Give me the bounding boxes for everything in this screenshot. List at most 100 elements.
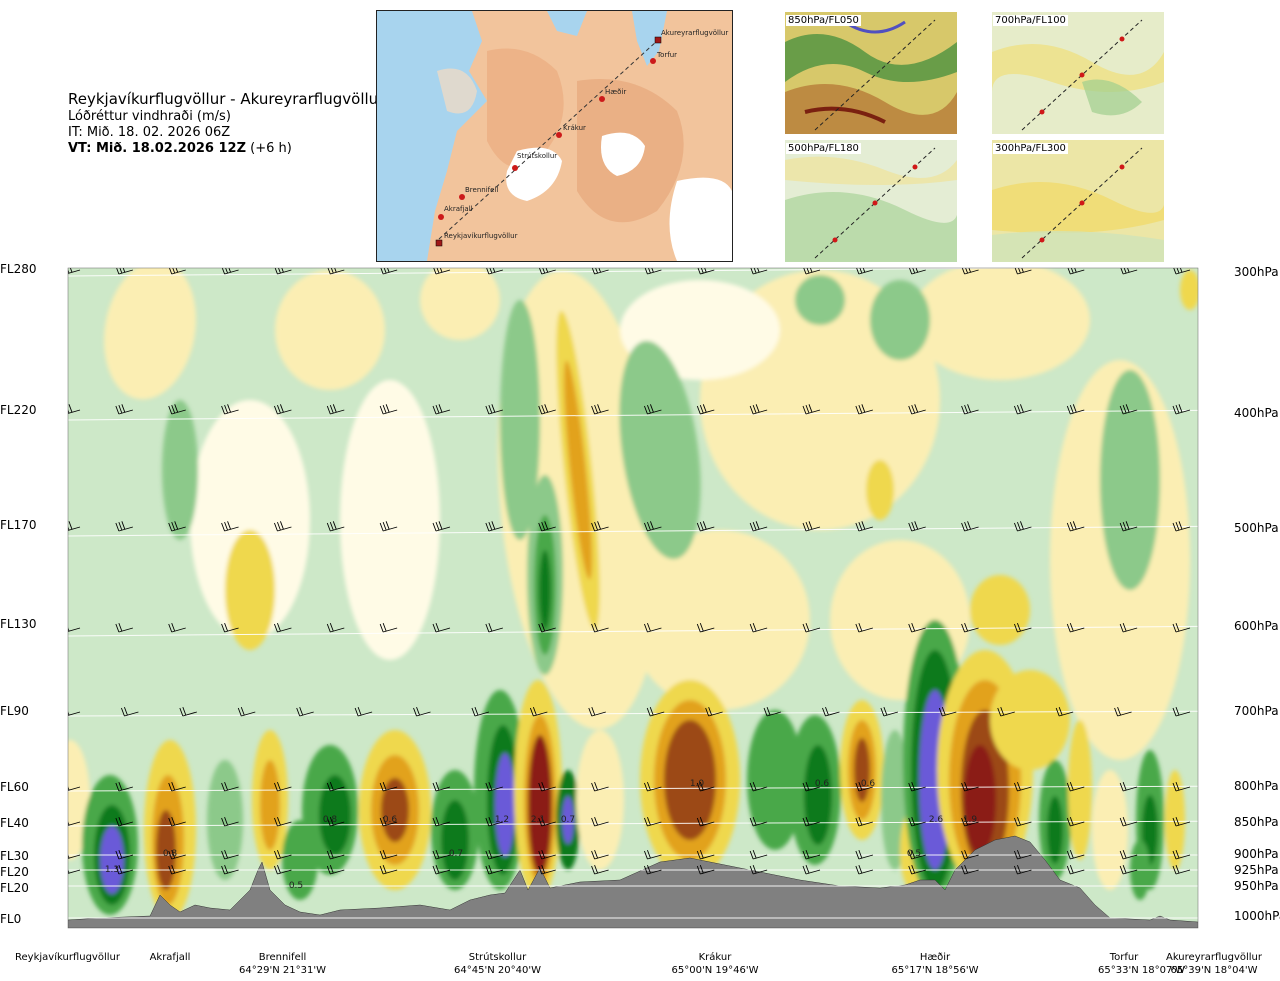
map-label: Akureyrarflugvöllur: [661, 29, 728, 37]
location-brennifell: Brennifell 64°29'N 21°31'W: [235, 951, 330, 977]
wind-barb: [1172, 864, 1191, 875]
route-title: Reykjavíkurflugvöllur - Akureyrarflugvöl…: [68, 90, 385, 108]
wind-barb: [221, 864, 239, 875]
wind-barb: [1119, 781, 1138, 792]
map-point-akureyri: [654, 36, 662, 44]
wind-barb: [432, 781, 451, 792]
vertical-velocity-region: [866, 460, 894, 520]
wind-barb: [1014, 781, 1032, 792]
vertical-velocity-region: [630, 530, 810, 710]
mini-map-850-svg: [785, 12, 957, 134]
wind-barb: [326, 849, 345, 860]
wind-barb: [1120, 268, 1138, 275]
wind-barb: [591, 849, 609, 860]
vertical-velocity-region: [564, 360, 592, 580]
velocity-annotation: 0.6: [815, 779, 830, 789]
map-label: Torfur: [656, 51, 677, 59]
wind-barb: [749, 849, 768, 860]
vertical-velocity-region: [949, 680, 1021, 880]
velocity-annotation: 0.7: [561, 815, 575, 825]
wind-barb: [802, 781, 821, 792]
wind-barb: [1066, 864, 1085, 875]
mini-map-300-svg: [992, 140, 1164, 262]
wind-barb: [221, 268, 239, 275]
mini-map-label: 700hPa/FL100: [993, 15, 1068, 26]
wind-barb: [1172, 404, 1191, 415]
vertical-velocity-region: [431, 770, 479, 890]
wind-barb: [696, 816, 715, 827]
valid-time: VT: Mið. 18.02.2026 12Z (+6 h): [68, 141, 384, 157]
isobar-line: [68, 785, 1198, 792]
wind-barb: [644, 864, 662, 875]
mini-map-label: 300hPa/FL300: [993, 143, 1068, 154]
map-label: Akrafjall: [444, 205, 473, 213]
wind-barb: [696, 864, 715, 875]
fl-label: FL130: [0, 617, 37, 631]
vertical-velocity-region: [795, 275, 845, 325]
location-name: Hæðir: [919, 952, 951, 963]
vertical-velocity-region: [528, 735, 552, 875]
map-point-akrafjall: [438, 214, 444, 220]
wind-barb: [749, 404, 768, 415]
vertical-velocity-region: [900, 810, 924, 890]
vertical-velocity-region: [789, 715, 841, 865]
velocity-annotation: 1.9: [963, 815, 978, 825]
vertical-velocity-region: [990, 670, 1070, 770]
terrain: [68, 835, 1198, 928]
vertical-velocity-region: [620, 280, 780, 380]
wind-barb: [749, 521, 768, 532]
plot-background: [68, 268, 1198, 928]
wind-barb: [1119, 404, 1138, 415]
vertical-velocity-region: [848, 720, 876, 820]
wind-barb: [115, 849, 133, 860]
velocity-annotation: 2.6: [929, 815, 944, 825]
vertical-velocity-region: [252, 730, 288, 870]
velocity-annotation: 0.7: [449, 849, 463, 859]
vertical-velocity-region: [495, 753, 515, 857]
fl-label: FL90: [0, 704, 29, 718]
wind-barb: [538, 521, 556, 532]
vertical-velocity-region: [441, 800, 469, 880]
map-label: Brennifell: [465, 186, 498, 194]
vertical-velocity-region: [664, 720, 716, 840]
location-coord: 64°45'N 20°40'W: [454, 965, 541, 976]
wind-barb: [326, 404, 345, 415]
wind-barb: [326, 521, 345, 532]
vertical-velocity-region: [1047, 796, 1063, 864]
map-label: Hæðir: [605, 88, 626, 96]
vertical-velocity-region: [527, 475, 563, 675]
velocity-annotation: 0.5: [289, 881, 303, 891]
wind-barb: [908, 521, 926, 532]
wind-barb: [802, 816, 821, 827]
vertical-velocity-region: [654, 700, 726, 860]
vertical-velocity-region: [282, 820, 318, 900]
pressure-label: 800hPa: [1234, 779, 1279, 793]
fl-label: FL170: [0, 518, 37, 532]
vertical-velocity-region: [804, 745, 832, 845]
vertical-velocity-region: [104, 268, 196, 400]
variable-subtitle: Lóðréttur vindhraði (m/s): [68, 109, 231, 124]
vertical-velocity-region: [420, 268, 500, 340]
pressure-label: 1000hPa: [1234, 909, 1280, 923]
vertical-velocity-region: [910, 268, 1090, 380]
mini-map-label: 850hPa/FL050: [786, 15, 861, 26]
wind-barb: [763, 706, 782, 717]
wind-barb: [696, 781, 715, 792]
wind-barb: [538, 404, 556, 415]
mini-map-850: 850hPa/FL050: [785, 12, 957, 134]
map-point-brennifell: [459, 194, 465, 200]
wind-barb: [856, 268, 873, 275]
wind-barb: [379, 622, 398, 633]
wind-barb: [168, 404, 186, 415]
wind-barb: [908, 849, 926, 860]
wind-barb: [749, 622, 768, 633]
vertical-velocity-region: [497, 270, 663, 730]
wind-barb: [1066, 849, 1085, 860]
vertical-velocity-region: [1039, 760, 1071, 880]
velocity-annotation: 1.2: [495, 815, 509, 825]
wind-barb: [961, 622, 979, 633]
wind-barb: [379, 816, 398, 827]
mini-map-500: 500hPa/FL180: [785, 140, 957, 262]
fjord-north: [547, 11, 587, 36]
pressure-label: 400hPa: [1234, 406, 1279, 420]
